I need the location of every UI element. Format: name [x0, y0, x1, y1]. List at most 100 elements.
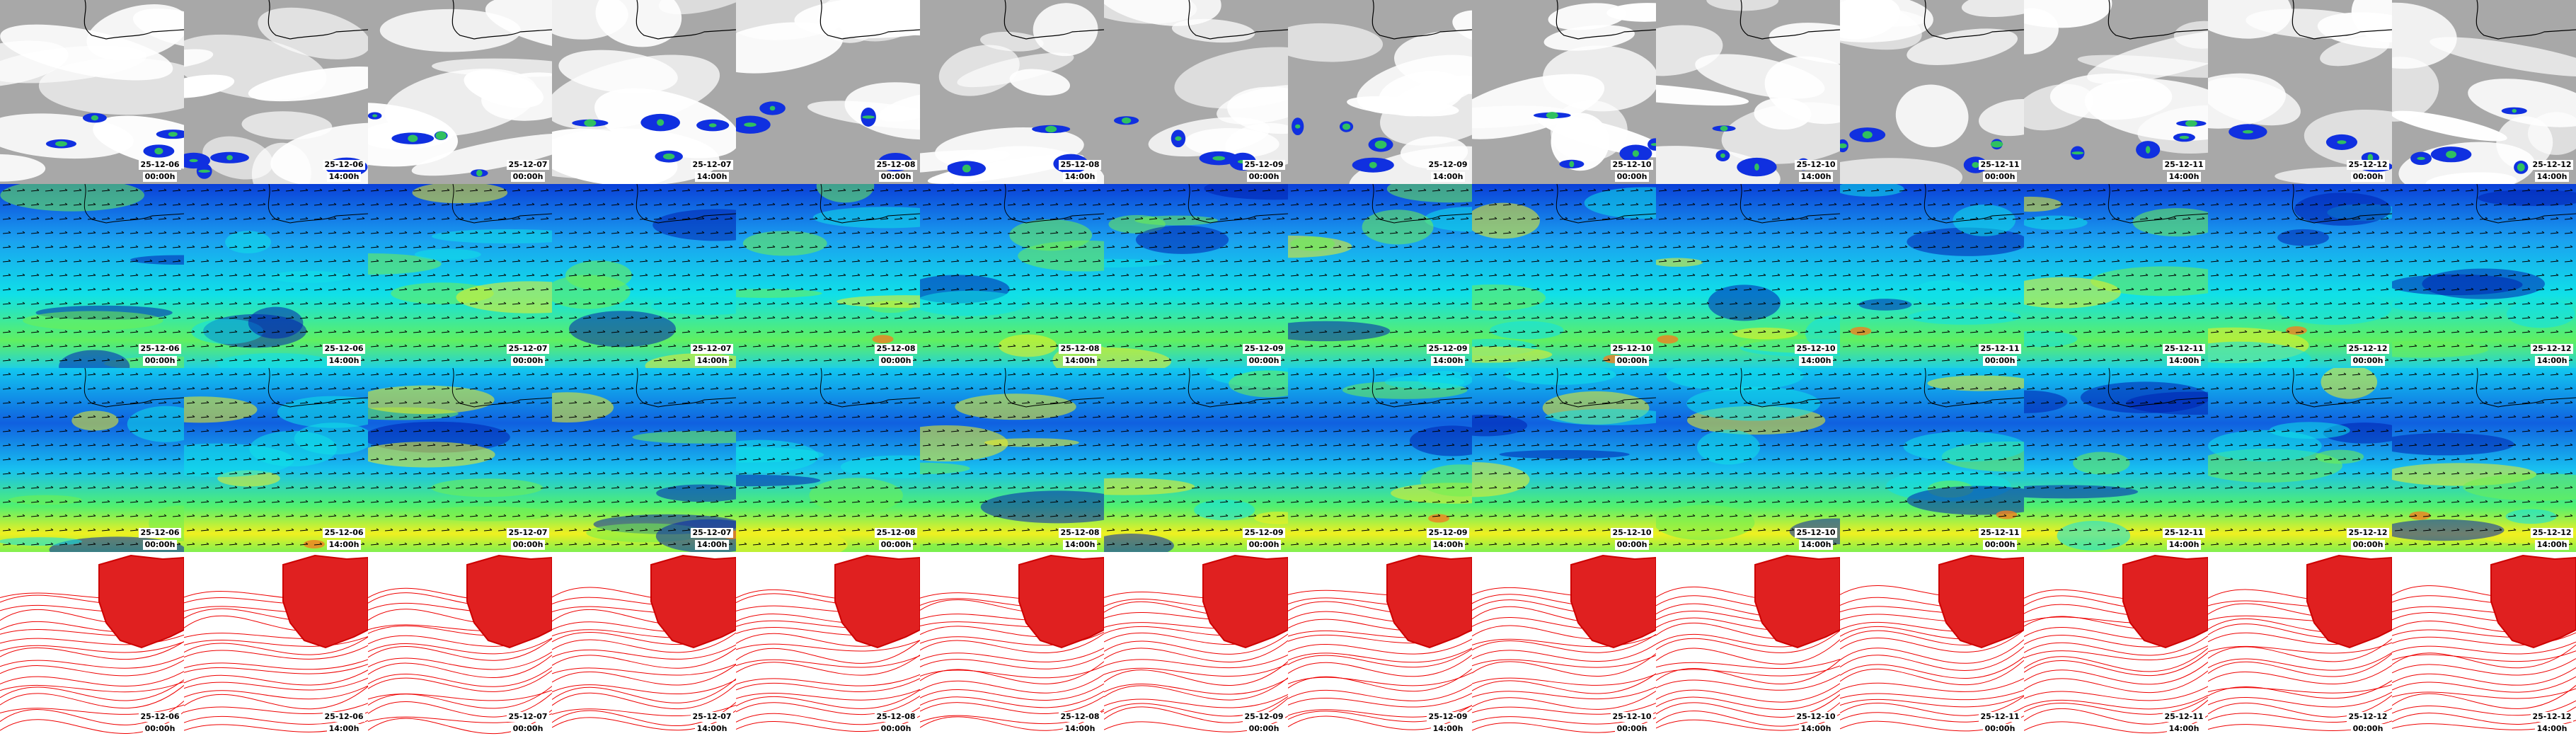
date-label-box — [2347, 528, 2389, 538]
rain-core — [408, 134, 418, 142]
rain-core — [2145, 146, 2151, 154]
isobar — [1840, 656, 2024, 679]
time-label: 14:00h — [1433, 724, 1464, 733]
map-tile: 25-12-11 14:00h — [2024, 368, 2208, 552]
date-label: 25-12-08 — [876, 712, 915, 721]
wind-arrows — [2392, 368, 2576, 552]
date-label: 25-12-07 — [508, 344, 547, 353]
map-tile: 25-12-08 14:00h — [920, 184, 1104, 368]
time-label: 14:00h — [2169, 172, 2200, 181]
date-label-box — [1795, 712, 1837, 722]
isobar — [0, 681, 184, 693]
date-label: 25-12-12 — [2532, 344, 2571, 353]
isobar — [0, 655, 184, 669]
landmass-contours — [1202, 554, 1288, 649]
cloud — [2351, 0, 2392, 42]
date-label-box — [1795, 528, 1837, 538]
map-tile: 25-12-10 00:00h — [1472, 184, 1656, 368]
isobar — [736, 655, 920, 676]
map-tile: 25-12-11 14:00h — [2024, 552, 2208, 736]
tile-content — [1472, 184, 1656, 368]
date-label: 25-12-11 — [2164, 344, 2203, 353]
date-label: 25-12-12 — [2348, 160, 2387, 169]
cloud — [1542, 45, 1656, 112]
time-label: 14:00h — [697, 356, 728, 365]
wind-arrows — [2208, 368, 2392, 552]
date-label: 25-12-06 — [140, 344, 179, 353]
isobar — [184, 636, 368, 647]
isobar — [368, 667, 552, 687]
map-tile: 25-12-07 14:00h — [552, 184, 736, 368]
cloud — [2208, 73, 2286, 129]
map-tile: 25-12-12 00:00h — [2208, 184, 2392, 368]
isobar — [1472, 633, 1656, 653]
coastline — [2108, 0, 2208, 40]
time-label: 00:00h — [145, 724, 176, 733]
wind-arrows — [2024, 184, 2208, 368]
time-label: 00:00h — [1985, 356, 2016, 365]
isobar — [2208, 665, 2392, 684]
date-label: 25-12-12 — [2532, 712, 2571, 721]
date-label-box — [1427, 528, 1469, 538]
coastline — [452, 0, 552, 40]
date-label: 25-12-08 — [876, 160, 915, 169]
rain-core — [372, 114, 378, 117]
isobar — [736, 640, 920, 652]
map-tile: 25-12-12 14:00h — [2392, 0, 2576, 184]
rain-core — [198, 169, 211, 173]
rain-core — [708, 123, 717, 127]
rain-core — [1840, 143, 1847, 149]
isobar — [736, 689, 920, 701]
isobar — [2392, 667, 2576, 686]
cloud — [1961, 0, 2024, 18]
time-label-box — [1799, 172, 1833, 182]
rain-core — [189, 159, 198, 163]
cloud — [2468, 79, 2576, 127]
tile-content — [0, 368, 184, 552]
rain-core — [91, 115, 99, 121]
time-label-box — [2167, 172, 2201, 182]
isobar — [184, 645, 368, 660]
time-label: 14:00h — [1065, 356, 1096, 365]
cloud — [552, 54, 720, 130]
isobar — [2208, 691, 2392, 708]
isobar — [1840, 696, 2024, 716]
date-label-box — [2347, 344, 2389, 354]
isobar — [0, 671, 184, 686]
cloud — [248, 67, 368, 102]
date-label: 25-12-11 — [1980, 160, 2019, 169]
time-label: 14:00h — [697, 172, 728, 181]
map-tile: 25-12-07 00:00h — [368, 184, 552, 368]
cloud — [2304, 109, 2392, 168]
isobar — [736, 674, 920, 686]
cloud — [2024, 0, 2112, 28]
cloud — [1288, 23, 1384, 62]
tile-content — [184, 368, 368, 552]
landmass-contours — [1938, 554, 2024, 649]
time-label: 14:00h — [329, 356, 360, 365]
isobar — [368, 686, 552, 709]
cloud — [1033, 3, 1098, 57]
time-label: 00:00h — [881, 172, 912, 181]
wind-arrows — [368, 184, 552, 368]
time-label-box — [1247, 724, 1281, 734]
tile-content — [1288, 0, 1472, 184]
tile-content — [1840, 368, 2024, 552]
isobar — [920, 674, 1104, 694]
isobar — [2392, 658, 2576, 676]
rain-core — [2071, 151, 2084, 155]
wind-arrows — [920, 184, 1104, 368]
date-label-box — [139, 712, 181, 722]
isobar — [1104, 654, 1288, 669]
date-label-box — [1979, 160, 2021, 170]
date-label: 25-12-08 — [1060, 344, 1099, 353]
isobar — [368, 693, 552, 718]
time-label: 00:00h — [881, 540, 912, 549]
landmass-contours — [650, 554, 736, 649]
cloud — [184, 49, 214, 69]
cloud — [2430, 37, 2576, 77]
map-tile: 25-12-11 00:00h — [1840, 184, 2024, 368]
tile-content — [1104, 184, 1288, 368]
tile-content — [552, 0, 736, 184]
time-label-box — [2351, 172, 2385, 182]
